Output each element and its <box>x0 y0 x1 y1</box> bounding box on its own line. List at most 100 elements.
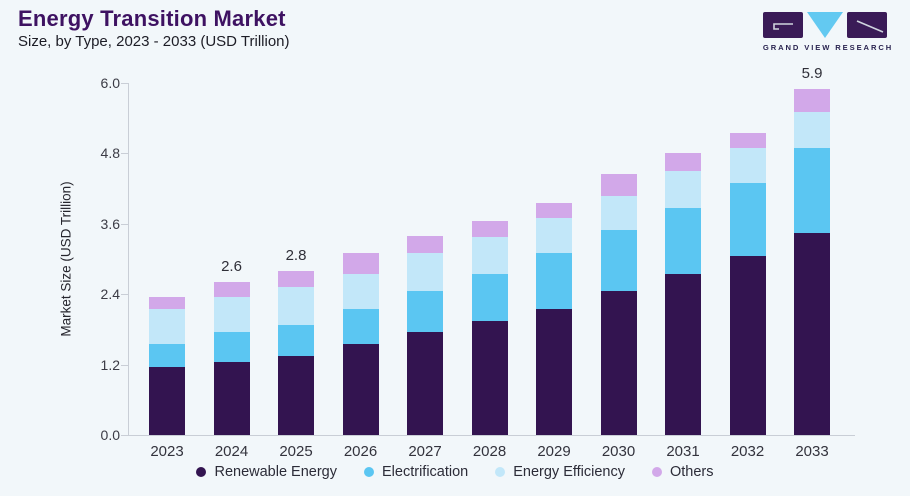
bar-total-label-2025: 2.8 <box>285 246 307 264</box>
legend-label: Energy Efficiency <box>513 464 625 480</box>
bar-segment-2026-energy-efficiency <box>342 273 379 309</box>
bar-segment-2031-renewable-energy <box>665 273 701 435</box>
bar-segment-2030-electrification <box>600 229 637 292</box>
legend-label: Electrification <box>382 464 469 480</box>
y-tick-label: 1.2 <box>100 356 120 373</box>
x-tick-label: 2033 <box>795 443 829 460</box>
x-tick-label: 2032 <box>730 443 765 460</box>
bar-2033 <box>794 88 830 435</box>
bar-segment-2025-energy-efficiency <box>278 287 314 326</box>
y-tick-label: 0.0 <box>100 427 120 443</box>
x-tick-label: 2030 <box>601 443 636 460</box>
bar-segment-2032-others <box>729 132 766 148</box>
bar-segment-2029-renewable-energy <box>536 308 572 435</box>
legend-dot-icon <box>652 467 662 477</box>
bar-2028 <box>471 220 508 435</box>
bar-segment-2024-energy-efficiency <box>213 297 250 333</box>
x-axis-line <box>128 435 855 436</box>
bar-segment-2023-electrification <box>149 344 185 368</box>
bar-segment-2024-electrification <box>213 332 250 362</box>
bar-segment-2026-others <box>342 253 379 274</box>
bar-2032 <box>729 132 766 435</box>
y-tick-mark <box>121 83 128 84</box>
bar-2024 <box>213 282 250 435</box>
bar-segment-2026-electrification <box>342 308 379 345</box>
bar-segment-2030-energy-efficiency <box>600 195 637 230</box>
x-tick-label: 2026 <box>343 443 378 460</box>
x-tick-label: 2025 <box>279 443 313 460</box>
bar-segment-2028-electrification <box>471 273 508 321</box>
y-axis-title: Market Size (USD Trillion) <box>58 181 74 337</box>
bar-segment-2028-energy-efficiency <box>471 237 508 274</box>
bar-segment-2030-renewable-energy <box>600 291 637 435</box>
bar-segment-2027-others <box>407 235 443 254</box>
y-tick-mark <box>121 435 128 436</box>
bar-segment-2027-electrification <box>407 291 443 333</box>
bar-segment-2027-energy-efficiency <box>407 253 443 292</box>
y-tick-mark <box>121 153 128 155</box>
bar-segment-2032-renewable-energy <box>729 256 766 435</box>
bar-segment-2023-energy-efficiency <box>149 308 185 345</box>
y-tick-label: 4.8 <box>100 145 120 162</box>
legend-label: Renewable Energy <box>214 464 337 480</box>
legend-item-renewable-energy: Renewable Energy <box>196 464 337 480</box>
bar-segment-2030-others <box>600 173 637 196</box>
y-axis-line <box>128 83 129 435</box>
bar-segment-2026-renewable-energy <box>342 344 379 435</box>
x-tick-label: 2029 <box>537 443 571 460</box>
y-tick-label: 6.0 <box>100 75 120 91</box>
bar-segment-2033-renewable-energy <box>794 232 830 435</box>
bar-segment-2033-others <box>794 88 830 113</box>
bar-segment-2028-others <box>471 220 508 238</box>
legend-dot-icon <box>196 467 207 477</box>
bar-segment-2033-electrification <box>794 147 830 233</box>
bar-segment-2025-electrification <box>278 325 314 356</box>
x-tick-label: 2031 <box>666 443 700 460</box>
bar-segment-2023-renewable-energy <box>149 367 185 435</box>
bar-segment-2025-renewable-energy <box>278 355 314 435</box>
bar-2023 <box>149 297 185 435</box>
bar-2030 <box>600 173 637 435</box>
legend-dot-icon <box>364 467 374 477</box>
y-tick-label: 2.4 <box>100 286 120 303</box>
bar-segment-2029-energy-efficiency <box>536 217 572 254</box>
bar-segment-2031-electrification <box>665 207 701 274</box>
bar-segment-2032-electrification <box>729 182 766 257</box>
bar-segment-2029-electrification <box>536 253 572 309</box>
bar-segment-2029-others <box>536 203 572 218</box>
x-tick-label: 2024 <box>214 443 249 460</box>
bar-segment-2031-others <box>665 153 701 171</box>
page-title: Energy Transition Market <box>18 6 286 31</box>
bar-segment-2028-renewable-energy <box>471 320 508 435</box>
gvr-logo-icon <box>763 12 887 38</box>
x-tick-label: 2028 <box>472 443 507 460</box>
bar-2025 <box>278 270 314 435</box>
bar-total-label-2033: 5.9 <box>801 64 823 82</box>
y-tick-label: 3.6 <box>100 215 120 232</box>
bar-segment-2024-others <box>213 282 250 298</box>
y-tick-mark <box>121 364 128 366</box>
bar-segment-2032-energy-efficiency <box>729 147 766 183</box>
bar-segment-2027-renewable-energy <box>407 332 443 435</box>
bar-2029 <box>536 203 572 435</box>
bar-segment-2024-renewable-energy <box>213 361 250 435</box>
bar-segment-2033-energy-efficiency <box>794 112 830 148</box>
chart-subtitle: Size, by Type, 2023 - 2033 (USD Trillion… <box>18 33 290 50</box>
bar-2026 <box>342 253 379 435</box>
legend-item-others: Others <box>652 464 714 480</box>
y-tick-mark <box>121 294 128 296</box>
y-tick-mark <box>121 223 128 225</box>
legend: Renewable Energy Electrification Energy Ef… <box>0 464 910 480</box>
grand-view-research-logo: GRAND VIEW RESEARCH <box>760 10 896 52</box>
legend-item-electrification: Electrification <box>364 464 468 480</box>
x-tick-label: 2027 <box>408 443 442 460</box>
bar-segment-2025-others <box>278 270 314 288</box>
legend-label: Others <box>670 464 714 480</box>
bar-2027 <box>407 235 443 435</box>
gvr-logo-wordmark: GRAND VIEW RESEARCH <box>762 43 894 52</box>
legend-dot-icon <box>495 467 506 477</box>
x-tick-label: 2023 <box>150 443 184 460</box>
bar-2031 <box>665 153 701 435</box>
bar-segment-2023-others <box>149 297 185 309</box>
